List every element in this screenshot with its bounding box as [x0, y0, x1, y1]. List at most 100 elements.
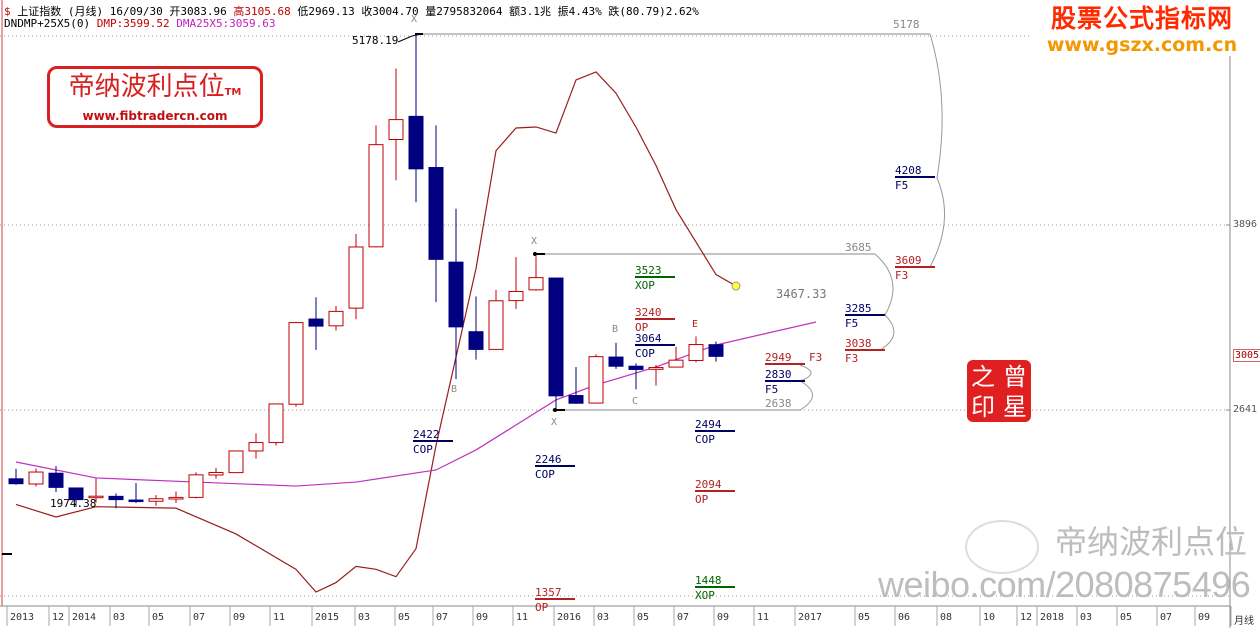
level-value-1357: 1357	[535, 586, 562, 599]
point-label-B: B	[612, 324, 618, 335]
level-value-2949: 2949	[765, 351, 792, 364]
level-tag-F3: F3	[809, 351, 822, 364]
candle-body	[188, 474, 204, 498]
candle-body	[608, 356, 624, 367]
seal-char: 印	[971, 392, 995, 421]
candle-body	[508, 290, 524, 302]
high: 高3105.68	[233, 5, 291, 18]
amplitude: 振4.43%	[557, 5, 602, 18]
x-tick-label: 09	[476, 612, 489, 623]
y-tick: 2641	[1233, 404, 1258, 415]
seal-char: 曾	[1003, 363, 1027, 391]
point-label-X: X	[551, 417, 557, 428]
candle	[448, 208, 464, 380]
logo-tm: TM	[224, 87, 242, 98]
level-value-5178: 5178	[893, 18, 920, 31]
level-tag-OP: OP	[695, 493, 709, 506]
candle-body	[288, 322, 304, 405]
candle-body	[28, 471, 44, 485]
candle	[428, 125, 444, 303]
dma-value: DMA25X5:3059.63	[176, 17, 276, 30]
y-tick: 3896	[1233, 219, 1258, 230]
level-value-3038: 3038	[845, 337, 872, 350]
point-label-E: E	[692, 319, 698, 330]
close: 收3004.70	[361, 5, 419, 18]
candle-body	[488, 300, 504, 350]
indicator-name[interactable]: DNDMP+25X5(0)	[4, 17, 91, 30]
level-value-3240: 3240	[635, 306, 662, 319]
level-tag-COP: COP	[535, 468, 555, 481]
candle-body	[408, 115, 424, 170]
x-tick-label: 07	[1160, 612, 1173, 623]
weibo-url: weibo.com/2080875496	[878, 564, 1251, 605]
candle	[328, 305, 344, 331]
x-tick-label: 10	[983, 612, 996, 623]
candle	[348, 233, 364, 320]
amount: 额3.1兆	[509, 5, 552, 18]
candle-body	[328, 310, 344, 327]
level-value-2246: 2246	[535, 453, 562, 466]
x-tick-label: 09	[233, 612, 246, 623]
candle-body	[648, 367, 664, 370]
candle-body	[548, 277, 564, 397]
candle-body	[348, 246, 364, 309]
candle	[468, 296, 484, 360]
dmp-value: DMP:3599.52	[96, 17, 170, 30]
x-tick-label: 07	[436, 612, 449, 623]
x-tick-label: 05	[1120, 612, 1133, 623]
level-tag-XOP: XOP	[635, 279, 655, 292]
site-watermark: 股票公式指标网 www.gszx.com.cn	[1032, 4, 1252, 56]
point-label-C: C	[632, 396, 638, 407]
candle	[408, 36, 424, 203]
x-tick-label: 12	[52, 612, 65, 623]
candle	[568, 366, 584, 404]
candle-body	[388, 119, 404, 141]
x-tick-label: 2016	[557, 612, 582, 623]
candle-body	[308, 318, 324, 327]
candle-body	[108, 495, 124, 501]
candle	[288, 321, 304, 407]
level-value-2830: 2830	[765, 368, 792, 381]
fib-arc	[879, 314, 895, 351]
candle-body	[168, 496, 184, 500]
indicator-header: DNDMP+25X5(0) DMP:3599.52 DMA25X5:3059.6…	[4, 17, 276, 30]
fib-arc	[929, 177, 946, 268]
x-tick-label: 05	[637, 612, 650, 623]
logo-title: 帝纳波利点位	[68, 72, 225, 102]
candle	[388, 68, 404, 181]
candle-body	[48, 472, 64, 488]
candle-body	[8, 478, 24, 485]
site-url: www.gszx.com.cn	[1046, 34, 1238, 56]
change: 跌(80.79)2.62%	[608, 5, 699, 18]
x-tick-label: 12	[1020, 612, 1033, 623]
x-tick-label: 08	[940, 612, 953, 623]
x-tick-label: 03	[1080, 612, 1093, 623]
candle	[148, 495, 164, 506]
seal-char: 之	[971, 363, 995, 391]
x-tick-label: 05	[398, 612, 411, 623]
candle	[648, 365, 664, 386]
dollar-icon: $	[4, 5, 11, 18]
x-tick-label: 07	[193, 612, 206, 623]
candle	[308, 297, 324, 350]
period: (月线)	[67, 5, 104, 18]
candle	[48, 466, 64, 493]
seal-stamp: 之 曾 印 星	[967, 360, 1031, 422]
x-tick-label: 03	[358, 612, 371, 623]
level-value-3064: 3064	[635, 332, 662, 345]
level-tag-OP: OP	[635, 321, 649, 334]
point-label-X: X	[411, 14, 417, 25]
candle-body	[668, 359, 684, 368]
level-value-2494: 2494	[695, 418, 722, 431]
weibo-name: 帝纳波利点位	[1055, 523, 1248, 561]
level-value-4208: 4208	[895, 164, 922, 177]
candle-body	[448, 261, 464, 328]
level-value-2094: 2094	[695, 478, 722, 491]
candle	[28, 468, 44, 487]
level-tag-F5: F5	[845, 317, 858, 330]
candle-body	[148, 498, 164, 502]
y-tick-current: 3005	[1233, 349, 1260, 362]
x-tick-label: 2013	[10, 612, 35, 623]
